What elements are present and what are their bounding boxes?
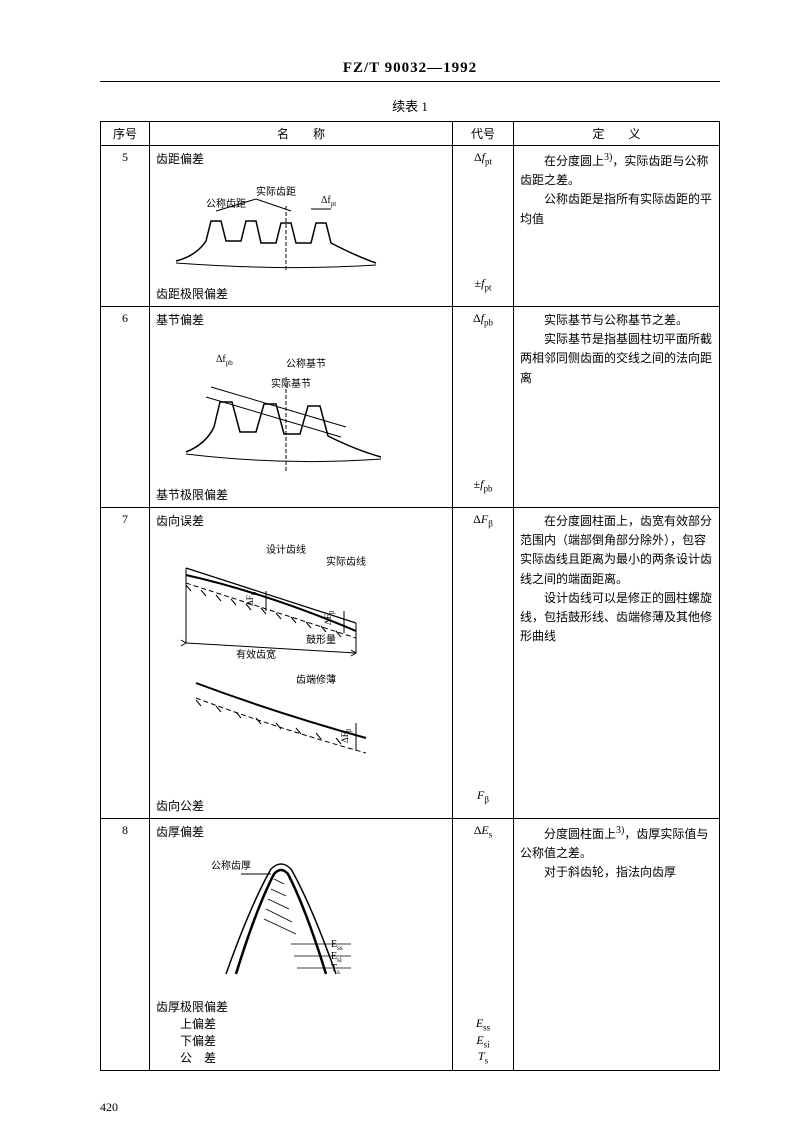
symbol-line: Ts <box>459 1049 507 1065</box>
definition-text: 公称齿距是指所有实际齿距的平均值 <box>520 190 713 228</box>
cell-name: 齿厚偏差 <box>150 819 453 1071</box>
term-top: 基节偏差 <box>156 311 446 328</box>
symbol-bottom: ±fpb <box>459 477 507 493</box>
svg-text:公称齿厚: 公称齿厚 <box>211 859 251 872</box>
cell-def: 实际基节与公称基节之差。 实际基节是指基圆柱切平面所截两相邻同侧齿面的交线之间的… <box>514 307 720 508</box>
cell-name: 齿向误差 <box>150 508 453 819</box>
definition-text: 设计齿线可以是修正的圆柱螺旋线，包括鼓形线、齿端修薄及其他修形曲线 <box>520 589 713 647</box>
term-bottom: 齿向公差 <box>156 797 446 814</box>
svg-text:鼓形量: 鼓形量 <box>306 633 336 646</box>
svg-text:齿端修薄: 齿端修薄 <box>296 673 336 686</box>
svg-text:实际齿距: 实际齿距 <box>256 185 296 198</box>
table-header-row: 序号 名 称 代号 定 义 <box>101 122 720 146</box>
svg-text:实际齿线: 实际齿线 <box>326 555 366 568</box>
svg-text:设计齿线: 设计齿线 <box>266 543 306 556</box>
diagram-helix-deviation: 设计齿线 实际齿线 ΔFβ ΔFβ 鼓形量 有效齿宽 <box>156 533 446 793</box>
definition-text: 在分度圆上3)，实际齿距与公称齿距之差。 <box>520 150 713 190</box>
definition-text: 实际基节与公称基节之差。 <box>520 311 713 330</box>
term-bottom: 齿厚极限偏差 <box>156 998 446 1015</box>
diagram-tooth-thickness: 公称齿厚 Ess Esi Ts <box>156 844 446 994</box>
page: FZ/T 90032—1992 续表 1 序号 名 称 代号 定 义 5 齿距偏… <box>0 0 800 1135</box>
definition-text: 实际基节是指基圆柱切平面所截两相邻同侧齿面的交线之间的法向距离 <box>520 330 713 388</box>
svg-text:实际基节: 实际基节 <box>271 377 311 390</box>
col-def-header: 定 义 <box>514 122 720 146</box>
cell-symbol: ΔEs Ess Esi Ts <box>453 819 514 1071</box>
term-top: 齿距偏差 <box>156 150 446 167</box>
cell-name: 基节偏差 Δfpb 公称基节 实际基节 <box>150 307 453 508</box>
symbol-top: ΔFβ <box>459 512 507 528</box>
cell-def: 分度圆柱面上3)，齿厚实际值与公称值之差。 对于斜齿轮，指法向齿厚 <box>514 819 720 1071</box>
table-caption: 续表 1 <box>100 96 720 115</box>
svg-text:Δfpt: Δfpt <box>321 195 336 208</box>
cell-symbol: Δfpt ±fpt <box>453 146 514 307</box>
symbol-top: Δfpb <box>459 311 507 327</box>
symbol-line: Esi <box>459 1033 507 1049</box>
term-sub: 下偏差 <box>156 1032 446 1049</box>
table-row: 6 基节偏差 Δfpb 公称 <box>101 307 720 508</box>
cell-symbol: ΔFβ Fβ <box>453 508 514 819</box>
page-number: 420 <box>100 1100 118 1115</box>
cell-name: 齿距偏差 <box>150 146 453 307</box>
cell-seq: 5 <box>101 146 150 307</box>
cell-def: 在分度圆柱面上，齿宽有效部分范围内（端部倒角部分除外），包容实际齿线且距离为最小… <box>514 508 720 819</box>
term-top: 齿厚偏差 <box>156 823 446 840</box>
cell-symbol: Δfpb ±fpb <box>453 307 514 508</box>
main-table: 序号 名 称 代号 定 义 5 齿距偏差 <box>100 121 720 1071</box>
col-symbol-header: 代号 <box>453 122 514 146</box>
definition-text: 在分度圆柱面上，齿宽有效部分范围内（端部倒角部分除外），包容实际齿线且距离为最小… <box>520 512 713 589</box>
term-bottom: 基节极限偏差 <box>156 486 446 503</box>
symbol-bottom: ±fpt <box>459 276 507 292</box>
table-row: 5 齿距偏差 <box>101 146 720 307</box>
symbol-bottom: Fβ <box>459 788 507 804</box>
svg-text:Δfpb: Δfpb <box>216 354 233 367</box>
col-name-header: 名 称 <box>150 122 453 146</box>
table-row: 8 齿厚偏差 <box>101 819 720 1071</box>
svg-text:ΔFβ: ΔFβ <box>245 591 258 606</box>
term-top: 齿向误差 <box>156 512 446 529</box>
header-rule <box>100 81 720 82</box>
svg-text:公称基节: 公称基节 <box>286 357 326 370</box>
table-row: 7 齿向误差 <box>101 508 720 819</box>
term-sub: 公 差 <box>156 1049 446 1066</box>
cell-seq: 8 <box>101 819 150 1071</box>
svg-text:有效齿宽: 有效齿宽 <box>236 648 276 661</box>
symbol-top: Δfpt <box>459 150 507 166</box>
cell-seq: 6 <box>101 307 150 508</box>
diagram-pitch-deviation: 公称齿距 实际齿距 Δfpt <box>156 171 446 281</box>
symbol-top: ΔEs <box>459 823 507 839</box>
definition-text: 对于斜齿轮，指法向齿厚 <box>520 863 713 882</box>
definition-text: 分度圆柱面上3)，齿厚实际值与公称值之差。 <box>520 823 713 863</box>
symbol-line <box>459 1001 507 1016</box>
cell-def: 在分度圆上3)，实际齿距与公称齿距之差。 公称齿距是指所有实际齿距的平均值 <box>514 146 720 307</box>
standard-code: FZ/T 90032—1992 <box>100 60 720 77</box>
symbol-line: Ess <box>459 1016 507 1032</box>
col-seq-header: 序号 <box>101 122 150 146</box>
term-bottom: 齿距极限偏差 <box>156 285 446 302</box>
term-sub: 上偏差 <box>156 1015 446 1032</box>
svg-text:公称齿距: 公称齿距 <box>206 197 246 210</box>
cell-seq: 7 <box>101 508 150 819</box>
diagram-base-pitch: Δfpb 公称基节 实际基节 <box>156 332 446 482</box>
